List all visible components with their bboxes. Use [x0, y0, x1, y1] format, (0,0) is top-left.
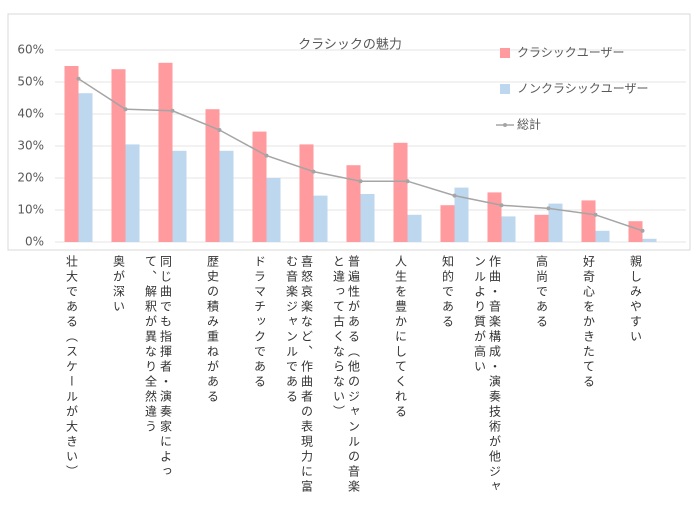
chart-border	[7, 13, 691, 251]
x-tick-label: 親しみやすい	[628, 255, 643, 345]
bar	[219, 150, 234, 242]
line-marker	[311, 169, 316, 174]
x-tick-label: 同じ曲でも指揮者・演奏家によって、解釈が異なり全然違う	[143, 255, 173, 480]
bar	[487, 192, 502, 242]
bar	[313, 195, 328, 242]
y-tick-label: 0%	[25, 235, 44, 249]
x-tick-label: 人生を豊かにしてくれる	[393, 255, 408, 420]
legend-label: クラシックユーザー	[517, 46, 625, 60]
chart-title: クラシックの魅力	[298, 38, 402, 53]
bar	[172, 150, 187, 242]
bar	[595, 230, 610, 242]
bar	[548, 203, 563, 242]
y-tick-label: 10%	[17, 203, 44, 217]
bar	[393, 142, 408, 242]
x-tick-label: 歴史の積み重ねがある	[205, 255, 220, 405]
bar	[252, 131, 267, 242]
line-marker	[76, 76, 81, 81]
bar	[111, 69, 126, 242]
line-marker	[452, 193, 457, 198]
line-marker	[264, 153, 269, 158]
line-marker	[405, 179, 410, 184]
y-tick-label: 40%	[17, 107, 44, 121]
line-marker	[546, 206, 551, 211]
line-marker	[123, 107, 128, 112]
line-marker	[593, 212, 598, 217]
legend-label: ノンクラシックユーザー	[517, 82, 649, 96]
legend-swatch	[500, 84, 510, 94]
bar	[266, 178, 281, 242]
x-tick-label: 作曲・音楽構成・演奏技術が他ジャンルより質が高い	[472, 255, 502, 495]
x-tick-label: ドラマチックである	[252, 255, 267, 390]
y-tick-label: 20%	[17, 171, 44, 185]
bar	[346, 165, 361, 242]
legend-swatch	[500, 48, 510, 58]
bar	[125, 144, 140, 242]
bar	[454, 187, 469, 242]
bar	[205, 109, 220, 242]
y-tick-label: 60%	[17, 43, 44, 57]
x-tick-label: 知的である	[440, 255, 455, 330]
line-marker	[358, 179, 363, 184]
bar	[64, 66, 79, 242]
bar	[440, 205, 455, 242]
y-tick-label: 50%	[17, 75, 44, 89]
legend-swatch	[503, 123, 507, 127]
bar	[407, 214, 422, 242]
legend-label: 総計	[517, 117, 541, 132]
bar	[642, 238, 657, 242]
line-marker	[217, 128, 222, 132]
line-marker	[640, 228, 645, 233]
x-tick-label: 高尚である	[534, 255, 549, 330]
bar	[360, 194, 375, 242]
y-tick-label: 30%	[17, 139, 44, 153]
bar	[78, 93, 93, 242]
line-marker	[499, 203, 504, 208]
bar	[628, 221, 643, 242]
x-tick-label: 喜怒哀楽など、作曲者の表現力に富む音楽ジャンルである	[284, 255, 314, 495]
bar	[581, 200, 596, 242]
bar	[534, 214, 549, 242]
x-tick-label: 好奇心をかきたてる	[581, 255, 596, 390]
x-tick-label: 普遍性がある（他のジャンルの音楽と違って古くならない）	[331, 255, 361, 495]
line-marker	[170, 108, 175, 113]
bar	[299, 144, 314, 242]
bar	[501, 216, 516, 242]
x-tick-label: 奥が深い	[111, 255, 126, 315]
x-tick-label: 壮大である（スケールが大きい）	[64, 255, 79, 480]
bar	[158, 62, 173, 242]
